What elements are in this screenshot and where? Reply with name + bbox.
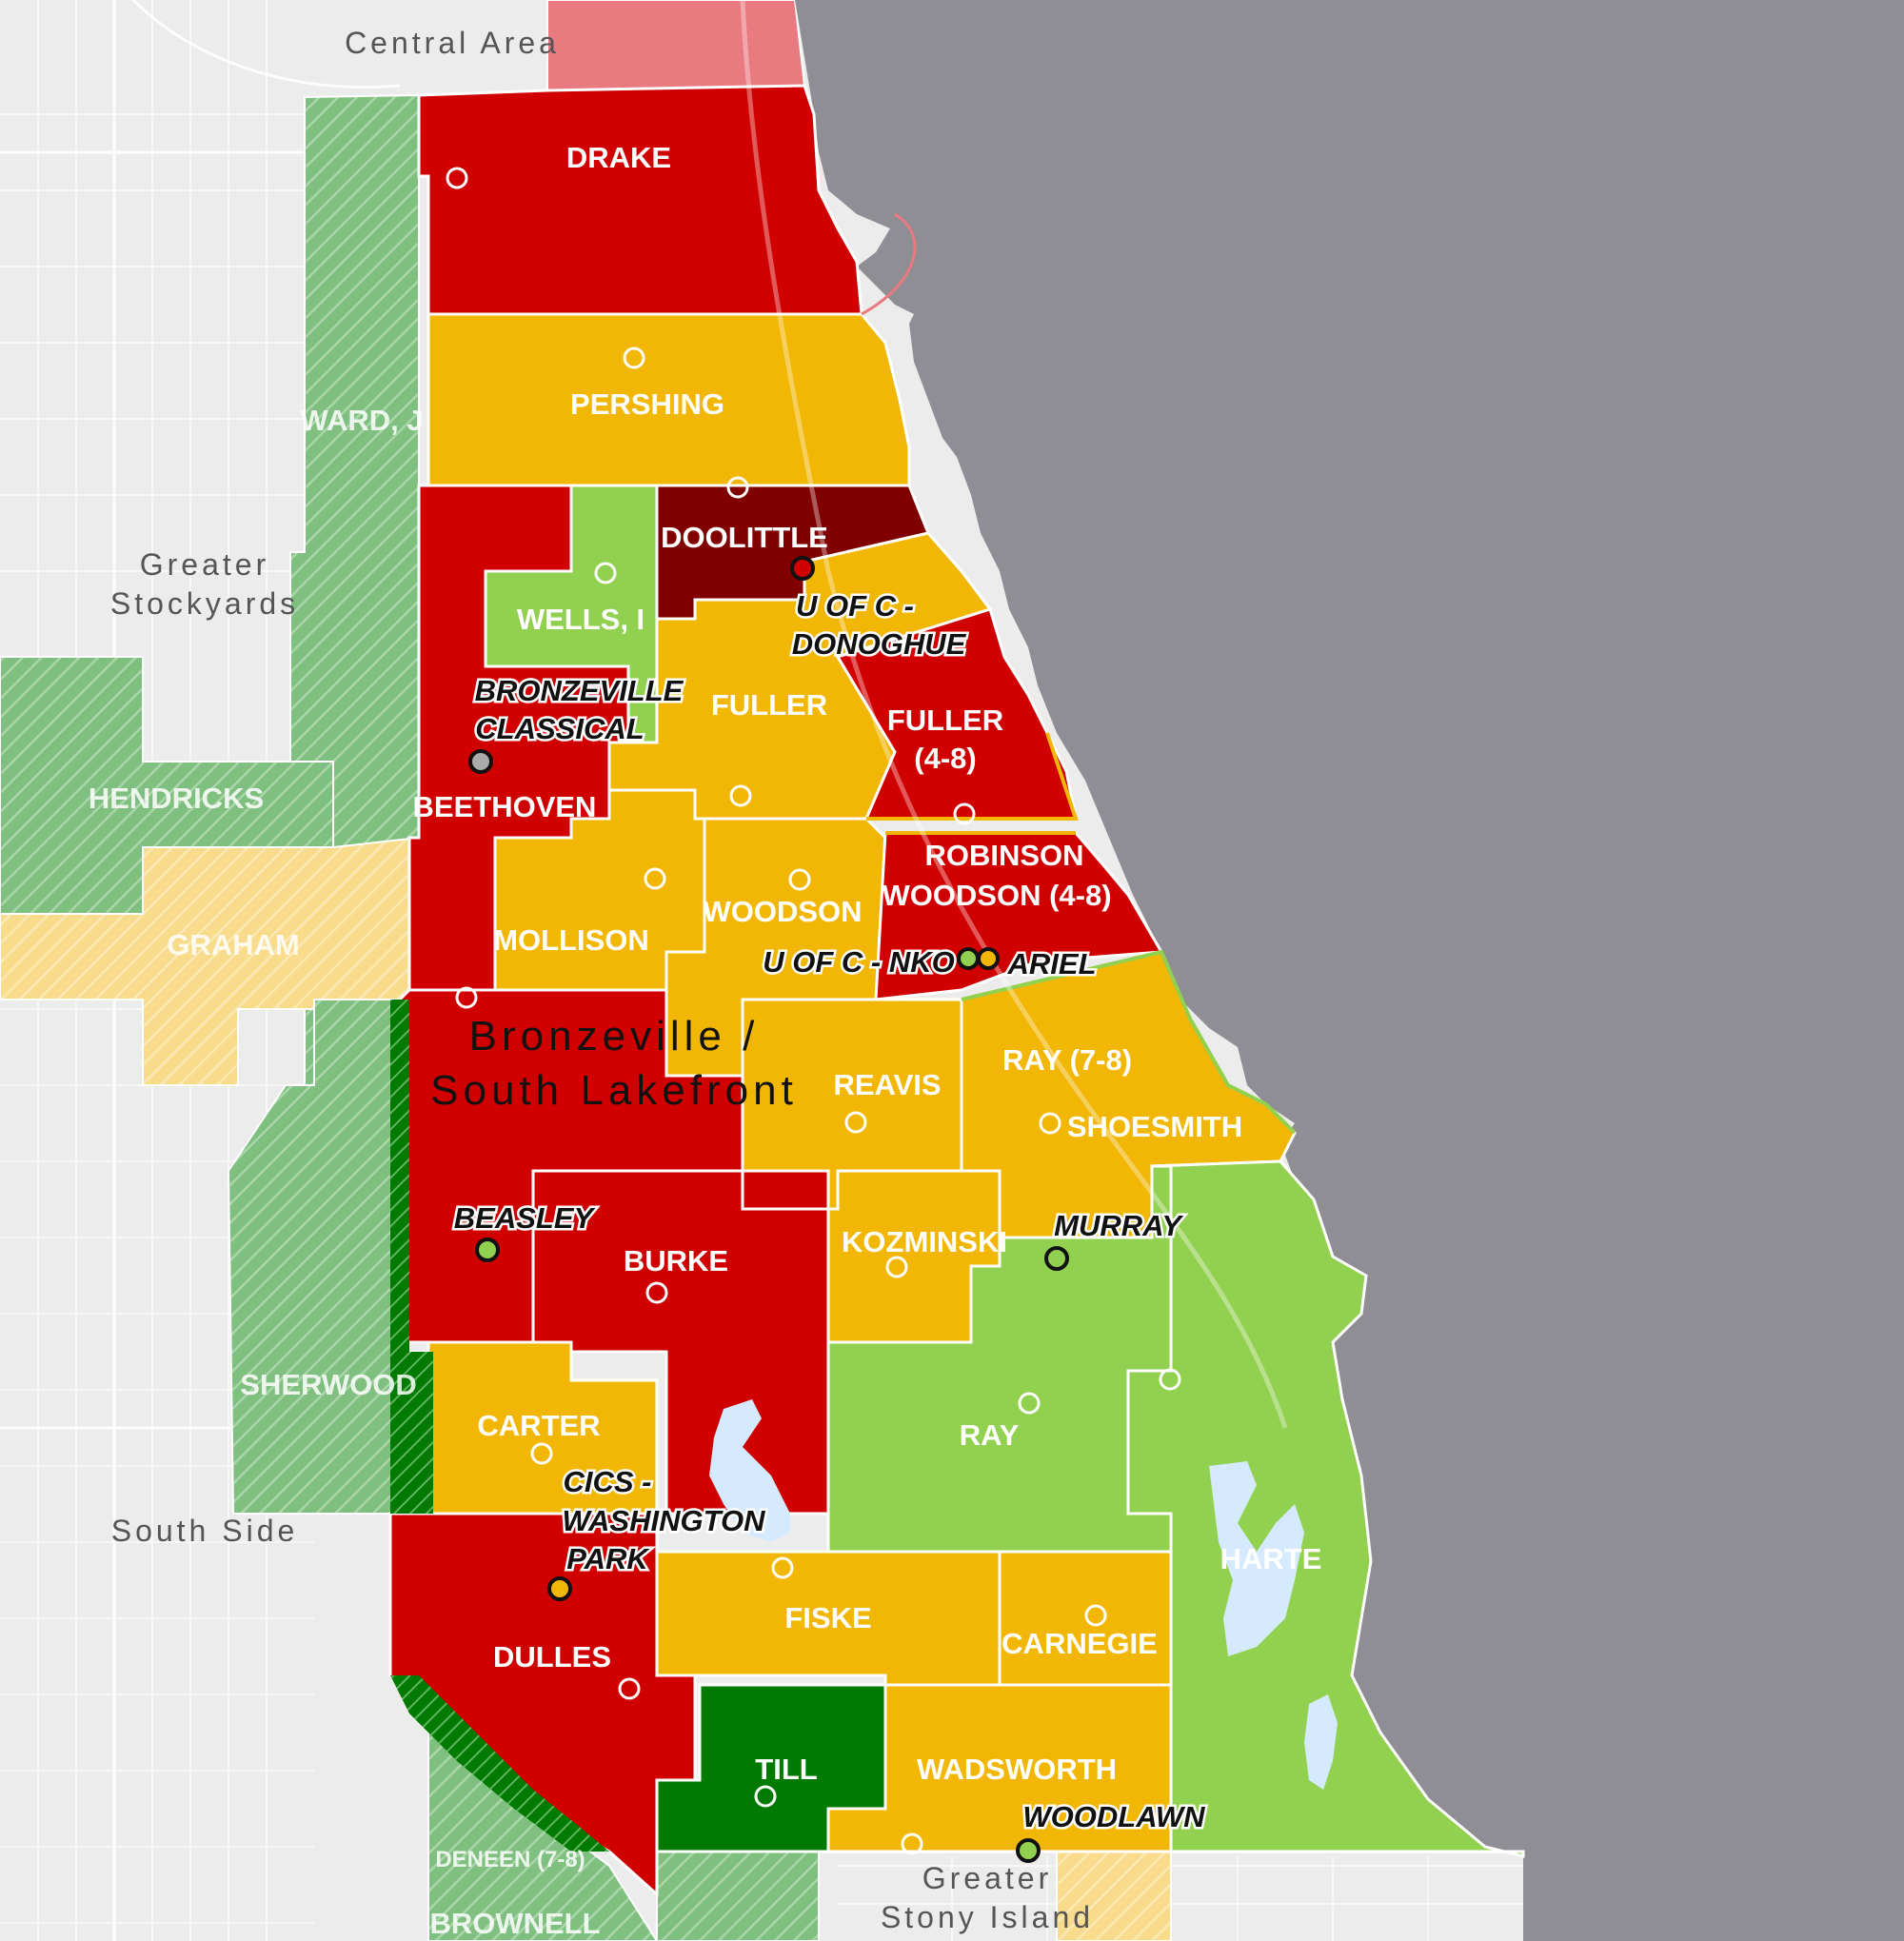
region-bronzeville-line1: Bronzeville / bbox=[469, 1013, 760, 1060]
charter-woodlawn: WOODLAWN bbox=[1022, 1800, 1205, 1833]
jackson-park-lagoon-2 bbox=[1304, 1694, 1338, 1790]
label-woodson-4-8: WOODSON (4-8) bbox=[882, 879, 1111, 912]
charter-murray: MURRAY bbox=[1054, 1209, 1184, 1242]
label-beethoven: BEETHOVEN bbox=[413, 790, 597, 823]
label-till: TILL bbox=[755, 1753, 817, 1786]
label-ray-7-8: RAY (7-8) bbox=[1002, 1043, 1132, 1077]
label-woodson: WOODSON bbox=[703, 895, 862, 928]
charter-bronzeville-classical-line2: CLASSICAL bbox=[475, 712, 644, 745]
region-central-area: Central Area bbox=[345, 26, 560, 60]
label-ray: RAY bbox=[960, 1418, 1020, 1452]
zone-dark-green-sliver-3 bbox=[390, 1675, 609, 1852]
label-drake: DRAKE bbox=[566, 141, 671, 174]
label-deneen: DENEEN (7-8) bbox=[435, 1847, 585, 1872]
label-carnegie: CARNEGIE bbox=[1002, 1627, 1158, 1660]
zone-central-red-area bbox=[546, 0, 806, 92]
adjacent-zones bbox=[0, 0, 1172, 1941]
lake-shore-drive bbox=[740, 0, 1288, 1429]
charter-uofc-nko: U OF C - NKO bbox=[763, 945, 955, 979]
charter-bronzeville-classical-line1: BRONZEVILLE bbox=[475, 674, 684, 707]
charter-labels: BRONZEVILLE CLASSICAL U OF C - DONOGHUE … bbox=[451, 587, 1207, 1836]
label-reavis: REAVIS bbox=[833, 1068, 941, 1101]
network-boundary-orange bbox=[866, 732, 1079, 835]
label-wadsworth: WADSWORTH bbox=[917, 1753, 1117, 1786]
school-markers bbox=[446, 167, 1181, 1855]
label-robinson: ROBINSON bbox=[924, 839, 1083, 872]
label-doolittle: DOOLITTLE bbox=[661, 521, 828, 554]
region-greater-stockyards-line1: Greater bbox=[140, 547, 269, 582]
charter-cics-line3: PARK bbox=[566, 1542, 650, 1575]
charter-uofc-donoghue-line2: DONOGHUE bbox=[792, 627, 967, 661]
label-burke: BURKE bbox=[624, 1244, 728, 1277]
label-carter: CARTER bbox=[477, 1409, 600, 1442]
charter-cics-line2: WASHINGTON bbox=[563, 1504, 766, 1537]
label-dulles: DULLES bbox=[493, 1640, 611, 1674]
charter-uofc-donoghue-line1: U OF C - bbox=[796, 589, 914, 623]
washington-park-pond bbox=[709, 1399, 790, 1542]
label-ward-j: WARD, J bbox=[300, 404, 423, 437]
zone-dark-green-sliver-2 bbox=[390, 1352, 433, 1514]
zone-harte bbox=[1126, 1159, 1525, 1858]
network-zones bbox=[388, 84, 1525, 1898]
charter-beasley: BEASLEY bbox=[454, 1201, 597, 1235]
zone-drake bbox=[417, 84, 863, 316]
label-pershing: PERSHING bbox=[570, 387, 724, 421]
zone-wadsworth bbox=[826, 1683, 1173, 1853]
label-graham: GRAHAM bbox=[167, 928, 300, 961]
label-shoesmith: SHOESMITH bbox=[1067, 1110, 1242, 1143]
label-brownell: BROWNELL bbox=[429, 1907, 600, 1940]
charter-ariel: ARIEL bbox=[1007, 947, 1097, 980]
label-kozminski: KOZMINSKI bbox=[842, 1225, 1007, 1258]
label-fuller: FULLER bbox=[711, 688, 827, 722]
region-greater-stockyards-line2: Stockyards bbox=[110, 586, 299, 621]
label-sherwood: SHERWOOD bbox=[240, 1368, 416, 1401]
region-greater-stony-island-line1: Greater bbox=[922, 1861, 1052, 1895]
label-hendricks: HENDRICKS bbox=[89, 782, 264, 815]
harbor-arc bbox=[861, 212, 917, 316]
jackson-park-lagoon bbox=[1209, 1461, 1304, 1656]
charter-markers bbox=[468, 556, 1069, 1863]
label-fuller-4-8-line1: FULLER bbox=[887, 703, 1003, 737]
label-fiske: FISKE bbox=[784, 1601, 871, 1634]
zone-dark-green-sliver bbox=[390, 1000, 409, 1352]
charter-cics-line1: CICS - bbox=[564, 1465, 652, 1498]
network-boundary-green bbox=[961, 949, 1297, 1135]
label-fuller-4-8-line2: (4-8) bbox=[914, 742, 976, 775]
region-greater-stony-island-line2: Stony Island bbox=[881, 1900, 1094, 1934]
label-mollison: MOLLISON bbox=[493, 923, 649, 957]
lake-michigan bbox=[795, 0, 1904, 1941]
region-bronzeville-line2: South Lakefront bbox=[430, 1067, 798, 1114]
zone-bottom-green-area bbox=[656, 1851, 820, 1941]
zone-labels: DRAKE PERSHING DOOLITTLE WELLS, I FULLER… bbox=[89, 141, 1322, 1940]
region-south-side: South Side bbox=[111, 1514, 299, 1548]
label-wells-i: WELLS, I bbox=[517, 603, 645, 636]
label-harte: HARTE bbox=[1220, 1542, 1322, 1575]
zone-fuller-4-8 bbox=[835, 607, 1078, 821]
